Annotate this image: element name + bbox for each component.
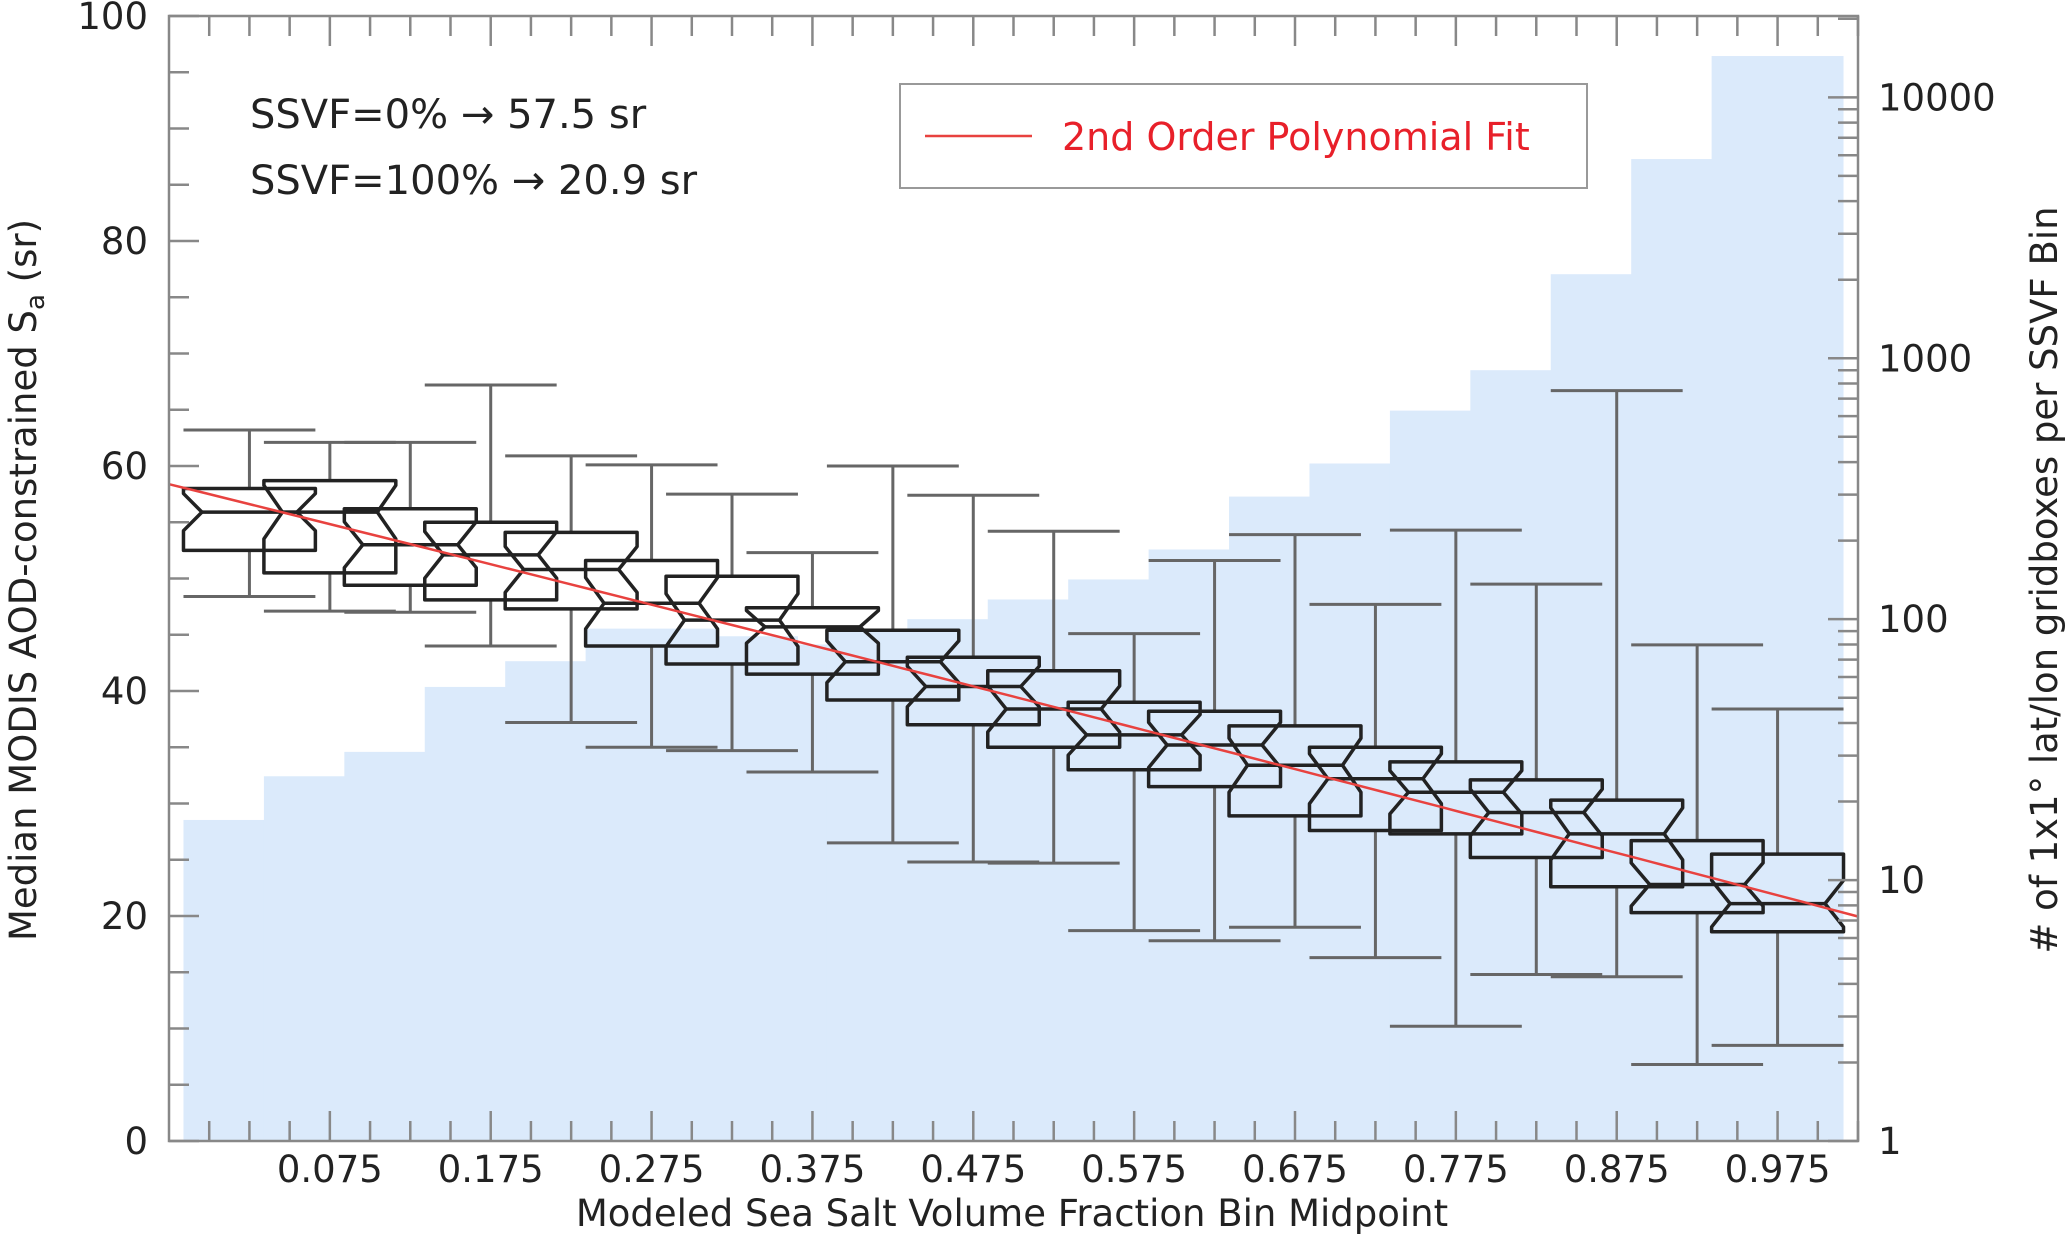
- notched-box: [905, 655, 1041, 727]
- annotations: SSVF=0% → 57.5 sr SSVF=100% → 20.9 sr: [250, 92, 698, 204]
- polynomial-fit-line: [168, 482, 1859, 918]
- x-tick-label: 0.975: [1725, 1148, 1831, 1191]
- y2-tick-label: 100: [1878, 598, 1949, 641]
- y-tick-label: 20: [101, 895, 148, 938]
- y2-tick-label: 10000: [1878, 76, 1996, 119]
- y-axis-label-end: (sr): [2, 219, 45, 294]
- notched-box: [1146, 709, 1283, 789]
- notched-box: [342, 507, 478, 587]
- notched-box: [503, 530, 639, 611]
- x-tick-label: 0.075: [277, 1148, 383, 1191]
- y-axis-label-main: Median MODIS AOD-constrained S: [2, 310, 45, 941]
- x-tick-label: 0.475: [920, 1148, 1026, 1191]
- x-tick-label: 0.675: [1242, 1148, 1348, 1191]
- notched-box: [986, 669, 1122, 749]
- y2-tick-label: 10: [1878, 859, 1925, 902]
- y-axis-label-sub: a: [21, 294, 51, 310]
- y-tick-label: 80: [101, 220, 148, 263]
- notched-box: [1468, 778, 1604, 860]
- legend-fit-label: 2nd Order Polynomial Fit: [1062, 115, 1530, 159]
- y-tick-label: 40: [101, 670, 148, 713]
- x-tick-label: 0.175: [438, 1148, 544, 1191]
- y2-tick-label: 1: [1878, 1120, 1902, 1163]
- y-tick-label: 0: [124, 1120, 148, 1163]
- notched-box: [744, 606, 881, 676]
- fit-line-group: [168, 482, 1859, 918]
- annotation-ssvf-0: SSVF=0% → 57.5 sr: [250, 92, 647, 138]
- x-tick-label: 0.375: [759, 1148, 865, 1191]
- y2-axis-label: # of 1x1° lat/lon gridboxes per SSVF Bin: [2023, 206, 2066, 953]
- notched-box: [825, 628, 961, 702]
- x-tick-label: 0.275: [599, 1148, 705, 1191]
- notched-box: [1709, 852, 1846, 934]
- y-tick-label: 60: [101, 445, 148, 488]
- notched-box: [1307, 745, 1444, 833]
- notched-box: [181, 486, 318, 553]
- x-axis-label: Modeled Sea Salt Volume Fraction Bin Mid…: [576, 1192, 1448, 1235]
- notched-box: [583, 558, 720, 648]
- y-tick-label: 100: [77, 0, 148, 38]
- x-tick-label: 0.575: [1081, 1148, 1187, 1191]
- y-axis-label: Median MODIS AOD-constrained Sa (sr): [2, 219, 51, 941]
- notched-box: [262, 478, 398, 575]
- legend: 2nd Order Polynomial Fit: [899, 83, 1588, 189]
- x-tick-label: 0.875: [1564, 1148, 1670, 1191]
- annotation-ssvf-100: SSVF=100% → 20.9 sr: [250, 158, 698, 204]
- notched-box: [1388, 760, 1524, 836]
- y2-tick-label: 1000: [1878, 337, 1972, 380]
- notched-box: [1549, 798, 1685, 889]
- axes: 0 20 40 60 80 100 1 10 100 1000 10000 0.075 0.175 0.2…: [77, 0, 1995, 1191]
- x-tick-label: 0.775: [1403, 1148, 1509, 1191]
- notched-box: [423, 520, 559, 602]
